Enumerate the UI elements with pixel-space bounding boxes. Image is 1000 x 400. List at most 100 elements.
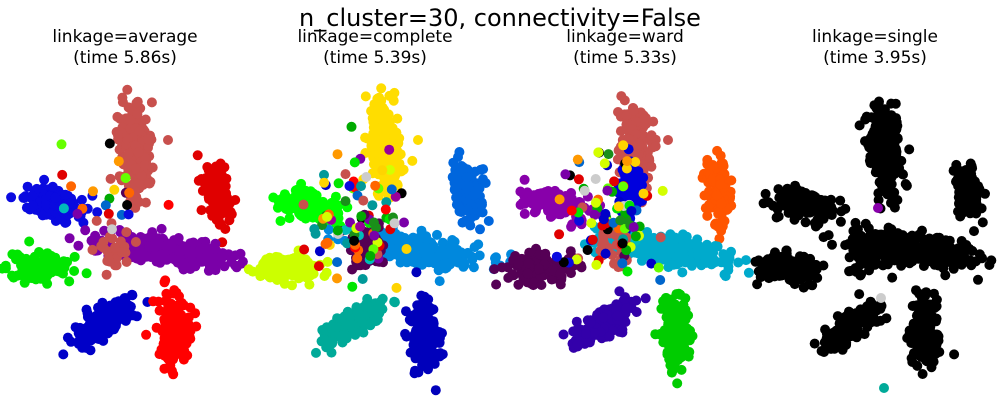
scatter-point [369, 230, 380, 241]
scatter-point [50, 192, 61, 203]
scatter-point [88, 186, 98, 197]
scatter-point [107, 308, 118, 319]
scatter-point [663, 135, 673, 145]
scatter-point [835, 195, 846, 206]
scatter-point [311, 347, 321, 358]
scatter-point [216, 208, 227, 219]
panel-title-line: linkage=single [811, 27, 938, 47]
scatter-point [340, 196, 351, 207]
scatter-point [144, 178, 155, 189]
scatter-point [918, 261, 929, 271]
scatter-point [374, 92, 385, 103]
scatter-point [18, 192, 29, 203]
scatter-point [66, 181, 77, 192]
scatter-point [451, 199, 462, 210]
scatter-point [590, 174, 601, 184]
scatter-panel-0 [0, 84, 248, 380]
scatter-point [827, 239, 837, 250]
scatter-point [413, 135, 423, 145]
scatter-point [143, 134, 153, 145]
scatter-point [230, 195, 241, 205]
scatter-point [420, 355, 431, 366]
scatter-point [889, 187, 900, 198]
scatter-point [416, 225, 427, 236]
scatter-point [809, 218, 820, 229]
scatter-point [622, 156, 633, 167]
scatter-point [889, 255, 900, 266]
scatter-point [299, 244, 310, 255]
scatter-point [866, 245, 877, 256]
scatter-point [269, 266, 280, 277]
scatter-point [733, 257, 744, 268]
scatter-point [308, 199, 319, 210]
scatter-point [313, 261, 324, 272]
scatter-point [753, 266, 764, 277]
scatter-point [602, 185, 613, 196]
scatter-point [478, 164, 489, 175]
scatter-point [332, 149, 343, 160]
scatter-point [694, 249, 705, 260]
scatter-point [167, 326, 178, 337]
scatter-panel-3 [750, 96, 997, 393]
scatter-point [743, 267, 754, 278]
scatter-point [170, 301, 181, 312]
scatter-point [789, 279, 800, 290]
scatter-point [391, 282, 402, 293]
scatter-point [113, 156, 124, 167]
scatter-point [358, 195, 369, 206]
scatter-point [639, 113, 650, 124]
scatter-point [598, 312, 609, 323]
scatter-point [72, 208, 83, 219]
scatter-point [192, 150, 203, 161]
scatter-point [272, 202, 283, 213]
scatter-point [91, 322, 102, 333]
scatter-point [638, 188, 649, 199]
scatter-point [134, 197, 145, 207]
scatter-point [140, 114, 151, 125]
scatter-point [530, 198, 541, 209]
scatter-point [69, 251, 80, 262]
scatter-point [254, 267, 265, 278]
scatter-point [960, 199, 971, 210]
scatter-point [132, 109, 143, 120]
scatter-point [380, 204, 391, 215]
scatter-point [340, 169, 351, 180]
panel-subtitle-line: (time 5.86s) [73, 48, 177, 68]
scatter-point [876, 131, 887, 142]
scatter-point [22, 181, 33, 192]
scatter-point [669, 329, 680, 340]
scatter-point [56, 139, 67, 150]
scatter-point [213, 194, 224, 205]
scatter-point [513, 258, 524, 269]
scatter-point [469, 190, 480, 200]
scatter-point [103, 208, 114, 219]
scatter-point [844, 252, 855, 263]
scatter-point [377, 165, 388, 176]
scatter-point [17, 267, 28, 278]
scatter-point [726, 175, 737, 186]
scatter-point [57, 169, 68, 180]
scatter-point [243, 264, 254, 275]
scatter-point [555, 268, 566, 279]
scatter-point [69, 266, 80, 276]
scatter-point [630, 231, 641, 242]
scatter-point [132, 96, 143, 107]
scatter-point [333, 178, 344, 189]
scatter-point [540, 250, 550, 261]
scatter-point [465, 220, 476, 231]
scatter-point [107, 233, 118, 244]
scatter-point [772, 204, 783, 215]
scatter-point [901, 234, 912, 245]
scatter-point [409, 368, 420, 379]
panel-title-average: linkage=average (time 5.86s) [0, 27, 250, 69]
scatter-point [332, 225, 343, 236]
scatter-panel-1 [243, 83, 518, 396]
scatter-point [399, 217, 409, 228]
scatter-point [539, 199, 550, 210]
scatter-point [655, 275, 666, 285]
scatter-point [123, 300, 134, 311]
scatter-point [110, 297, 121, 308]
scatter-point [349, 235, 360, 246]
scatter-point [835, 216, 846, 227]
scatter-point [558, 329, 569, 340]
